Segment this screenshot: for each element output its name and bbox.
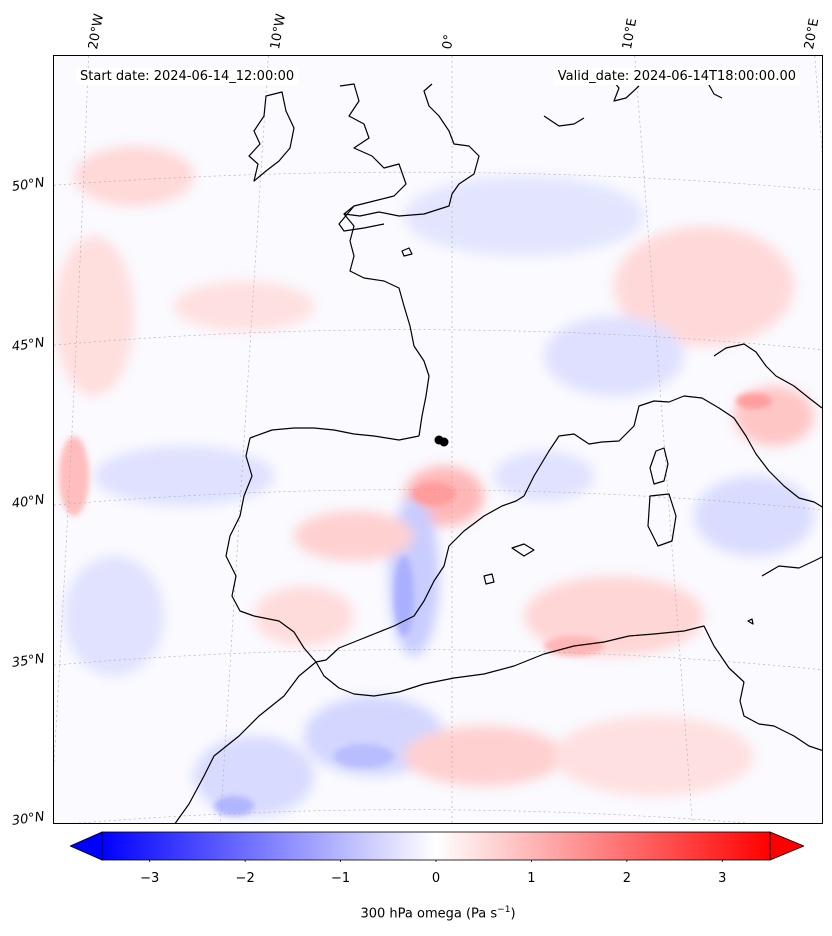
lon-label-10e: 10°E xyxy=(620,17,641,51)
coast-great-britain xyxy=(339,83,480,217)
valid-date-label: Valid_date: 2024-06-14T18:00:00.00 xyxy=(553,68,800,85)
location-marker xyxy=(434,435,449,447)
colorbar-tick-label: −1 xyxy=(330,871,351,886)
coast-malta xyxy=(747,618,754,625)
coast-italy xyxy=(668,395,822,508)
coast-channel-island xyxy=(401,247,413,257)
lon-label-10w: 10°W xyxy=(268,12,290,51)
colorbar-tick-label: −2 xyxy=(235,871,255,886)
coast-iberia-west xyxy=(225,437,255,617)
colorbar-tick-label: 1 xyxy=(527,871,536,886)
coast-sardinia xyxy=(647,493,677,547)
coast-corsica xyxy=(649,447,669,485)
coast-italy-east xyxy=(713,343,822,409)
colorbar-extend-min xyxy=(70,831,103,861)
coast-iberia-south xyxy=(253,495,525,663)
coast-sicily xyxy=(761,556,822,577)
colorbar-tick-label: 3 xyxy=(718,871,727,886)
lon-label-0: 0° xyxy=(440,33,458,51)
map-panel: Start date: 2024-06-14_12:00:00 Valid_da… xyxy=(53,55,823,824)
colorbar-label-exponent: −1 xyxy=(497,905,511,915)
lat-label-45n: 45°N xyxy=(11,335,46,355)
omega-field xyxy=(54,146,814,816)
lat-label-30n: 30°N xyxy=(11,809,46,829)
coast-tunisia xyxy=(739,681,822,751)
colorbar-tick-label: 2 xyxy=(622,871,631,886)
coast-morocco-atlantic xyxy=(174,661,317,823)
coast-ibiza xyxy=(483,573,495,585)
colorbar-label-close: ) xyxy=(510,906,516,922)
lat-label-40n: 40°N xyxy=(11,492,46,512)
colorbar xyxy=(70,831,804,862)
colorbar-tick-label: 0 xyxy=(431,871,441,886)
start-date-label: Start date: 2024-06-14_12:00:00 xyxy=(76,68,299,85)
colorbar-extend-max xyxy=(769,831,804,861)
lat-label-50n: 50°N xyxy=(11,175,46,195)
colorbar-label: 300 hPa omega (Pa s−1) xyxy=(360,905,515,921)
colorbar-tick-label: −3 xyxy=(140,871,160,886)
coast-france-med xyxy=(523,400,670,497)
coast-wales xyxy=(338,205,385,232)
coast-north-africa xyxy=(315,625,745,697)
coast-iberia-north xyxy=(249,427,420,441)
coast-balearics xyxy=(511,543,535,557)
coast-north-sea xyxy=(543,115,585,127)
lon-label-20w: 20°W xyxy=(86,12,108,51)
colorbar-gradient xyxy=(102,832,770,860)
lon-label-20e: 20°E xyxy=(802,17,823,51)
coast-ireland xyxy=(248,91,295,182)
coastlines xyxy=(174,75,822,823)
omega-map xyxy=(54,56,822,823)
graticule xyxy=(54,56,822,823)
coast-france-atlantic xyxy=(343,213,430,437)
lat-label-35n: 35°N xyxy=(11,651,46,671)
colorbar-label-text: 300 hPa omega (Pa s xyxy=(360,906,498,922)
